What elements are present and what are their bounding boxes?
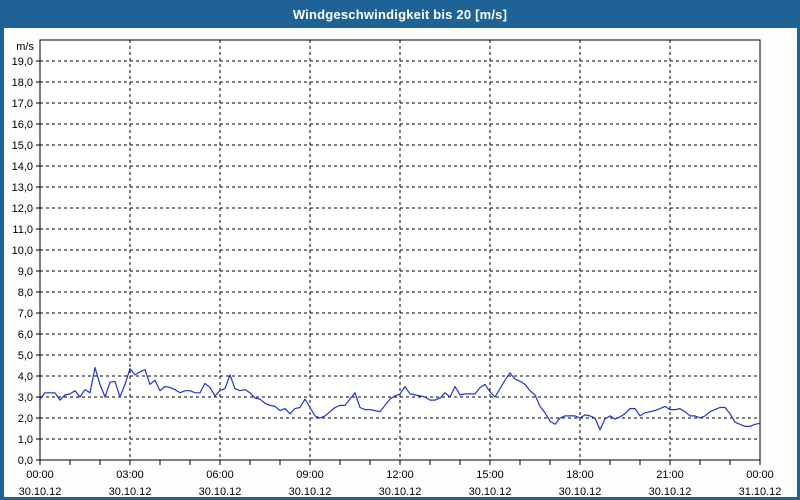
- y-tick-label: 19,0: [12, 56, 33, 68]
- y-tick-label: 5,0: [18, 350, 33, 362]
- y-tick-label: 4,0: [18, 371, 33, 383]
- x-tick-time-label: 09:00: [296, 469, 324, 481]
- x-tick-time-label: 00:00: [26, 469, 54, 481]
- y-tick-label: 17,0: [12, 98, 33, 110]
- y-tick-label: 6,0: [18, 329, 33, 341]
- x-tick-time-label: 00:00: [746, 469, 774, 481]
- x-tick-time-label: 21:00: [656, 469, 684, 481]
- y-tick-label: 2,0: [18, 413, 33, 425]
- y-tick-label: 0,0: [18, 455, 33, 467]
- x-tick-time-label: 18:00: [566, 469, 594, 481]
- y-tick-label: 8,0: [18, 287, 33, 299]
- x-tick-date-label: 30.10.12: [559, 486, 602, 498]
- window-title-bar: Windgeschwindigkeit bis 20 [m/s]: [4, 0, 797, 28]
- y-tick-label: 18,0: [12, 77, 33, 89]
- y-tick-label: 12,0: [12, 203, 33, 215]
- y-tick-label: 7,0: [18, 308, 33, 320]
- x-tick-time-label: 06:00: [206, 469, 234, 481]
- y-tick-label: 3,0: [18, 392, 33, 404]
- x-tick-time-label: 12:00: [386, 469, 414, 481]
- x-tick-date-label: 30.10.12: [379, 486, 422, 498]
- x-tick-date-label: 30.10.12: [19, 486, 62, 498]
- y-tick-label: 13,0: [12, 182, 33, 194]
- y-tick-label: 10,0: [12, 245, 33, 257]
- y-tick-label: 16,0: [12, 119, 33, 131]
- y-tick-label: 9,0: [18, 266, 33, 278]
- y-axis-unit-label: m/s: [16, 41, 34, 53]
- x-tick-time-label: 03:00: [116, 469, 144, 481]
- x-tick-time-label: 15:00: [476, 469, 504, 481]
- x-tick-date-label: 30.10.12: [649, 486, 692, 498]
- wind-speed-line: [39, 367, 761, 431]
- x-tick-date-label: 30.10.12: [469, 486, 512, 498]
- y-tick-label: 14,0: [12, 161, 33, 173]
- x-tick-date-label: 30.10.12: [289, 486, 332, 498]
- x-tick-date-label: 31.10.12: [739, 486, 782, 498]
- y-tick-label: 1,0: [18, 434, 33, 446]
- x-tick-date-label: 30.10.12: [199, 486, 242, 498]
- y-tick-label: 11,0: [12, 224, 33, 236]
- y-tick-label: 15,0: [12, 140, 33, 152]
- chart-title: Windgeschwindigkeit bis 20 [m/s]: [292, 6, 508, 22]
- x-tick-date-label: 30.10.12: [109, 486, 152, 498]
